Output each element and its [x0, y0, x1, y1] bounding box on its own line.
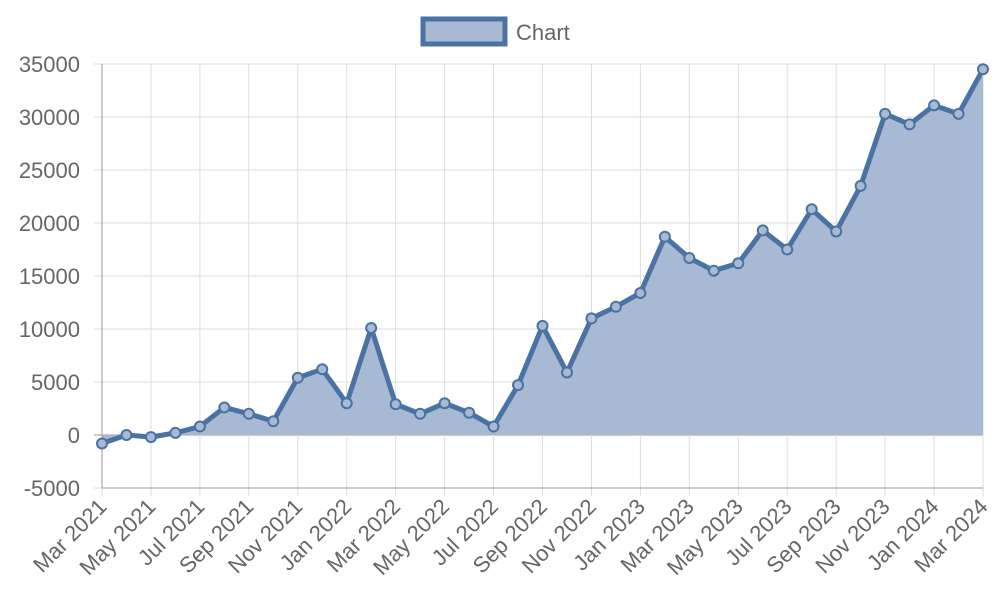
data-point: [218, 401, 231, 414]
data-point: [854, 179, 867, 192]
data-point: [732, 257, 745, 270]
y-tick-label: 0: [68, 423, 80, 448]
data-point: [977, 63, 989, 76]
y-tick-label: 20000: [19, 211, 80, 236]
data-point: [683, 251, 696, 264]
data-points: [96, 63, 989, 450]
data-point: [120, 429, 133, 441]
data-point: [267, 415, 280, 428]
data-point: [487, 420, 500, 433]
data-point: [879, 107, 892, 120]
data-point: [512, 379, 525, 392]
data-point: [340, 397, 353, 410]
y-tick-label: 35000: [19, 52, 80, 77]
data-point: [365, 321, 378, 334]
y-tick-label: 10000: [19, 317, 80, 342]
y-tick-label: 25000: [19, 158, 80, 183]
y-tick-label: 15000: [19, 264, 80, 289]
data-point: [609, 300, 622, 313]
data-point: [389, 398, 402, 411]
data-point: [193, 420, 206, 433]
data-point: [291, 371, 304, 384]
data-point: [805, 203, 818, 216]
data-point: [756, 224, 769, 237]
data-point: [658, 230, 671, 243]
area-fill-layer: [102, 69, 983, 444]
data-point: [414, 407, 427, 420]
data-point: [585, 312, 598, 325]
area-fill: [102, 69, 983, 444]
data-point: [96, 437, 108, 450]
data-point: [536, 319, 549, 332]
y-tick-labels: 35000 30000 25000 20000 15000 10000 5000 0 -5000: [19, 52, 80, 501]
data-point: [438, 397, 451, 410]
data-point: [463, 406, 476, 419]
legend[interactable]: Chart: [420, 16, 570, 47]
legend-label[interactable]: Chart: [516, 20, 570, 45]
data-point: [169, 426, 182, 439]
axes: [101, 64, 983, 489]
y-tick-label: 30000: [19, 105, 80, 130]
data-point: [634, 286, 647, 299]
data-point: [316, 363, 329, 376]
data-point: [903, 118, 916, 131]
data-point: [707, 264, 720, 277]
data-point: [781, 243, 794, 256]
data-point: [560, 366, 573, 379]
legend-swatch[interactable]: [420, 16, 508, 47]
data-point: [144, 431, 157, 444]
data-point: [242, 407, 255, 420]
data-point: [952, 107, 965, 120]
data-point: [928, 99, 941, 112]
data-point: [830, 225, 843, 238]
y-tick-label: -5000: [24, 476, 80, 501]
y-tick-label: 5000: [31, 370, 80, 395]
